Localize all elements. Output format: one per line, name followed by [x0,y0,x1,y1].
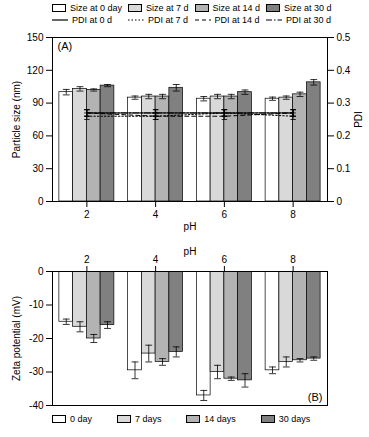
svg-text:(A): (A) [58,40,73,52]
svg-text:2: 2 [84,209,90,220]
svg-text:PDI: PDI [353,111,364,128]
svg-text:0.1: 0.1 [337,163,351,174]
svg-text:2: 2 [84,254,90,265]
svg-text:4: 4 [153,209,159,220]
svg-text:(B): (B) [308,391,323,403]
svg-text:6: 6 [222,209,228,220]
svg-text:0: 0 [38,196,44,207]
html-text:Size at 7 d: Size at 7 d [146,3,189,13]
html-text:PDI at 14 d: PDI at 14 d [214,15,260,25]
svg-text:-10: -10 [29,299,44,310]
html-text:Size at 0 day: Size at 0 day [70,3,122,13]
html-text:Size at 30 d: Size at 30 d [284,3,332,13]
html-text:PDI at 30 d: PDI at 30 d [286,15,332,25]
svg-text:150: 150 [27,32,44,43]
svg-text:90: 90 [32,97,44,108]
svg-text:0.2: 0.2 [337,130,351,141]
svg-text:6: 6 [222,254,228,265]
html-text:7 days: 7 days [134,414,162,424]
svg-text:8: 8 [290,254,296,265]
svg-text:0.4: 0.4 [337,65,351,76]
svg-text:30: 30 [32,163,44,174]
svg-text:-30: -30 [29,366,44,377]
svg-text:60: 60 [32,130,44,141]
svg-text:-20: -20 [29,333,44,344]
svg-text:pH: pH [184,221,197,232]
svg-text:pH: pH [184,246,197,257]
svg-text:Zeta potential (mV): Zeta potential (mV) [11,296,22,381]
svg-text:Particle size (nm): Particle size (nm) [11,81,22,158]
html-text:PDI at 7 d: PDI at 7 d [148,15,189,25]
svg-text:0: 0 [337,196,343,207]
svg-text:-40: -40 [29,400,44,411]
html-text:PDI at 0 d: PDI at 0 d [72,15,112,25]
html-text:Size at 14 d: Size at 14 d [212,3,261,13]
svg-text:120: 120 [27,65,44,76]
svg-text:4: 4 [153,254,159,265]
html-text:0 day: 0 day [70,414,92,424]
svg-text:0: 0 [38,266,44,277]
html-text:30 days: 30 days [278,414,311,424]
html-text:14 days: 14 days [204,414,236,424]
svg-text:0.3: 0.3 [337,97,351,108]
svg-text:8: 8 [290,209,296,220]
svg-text:0.5: 0.5 [337,32,351,43]
